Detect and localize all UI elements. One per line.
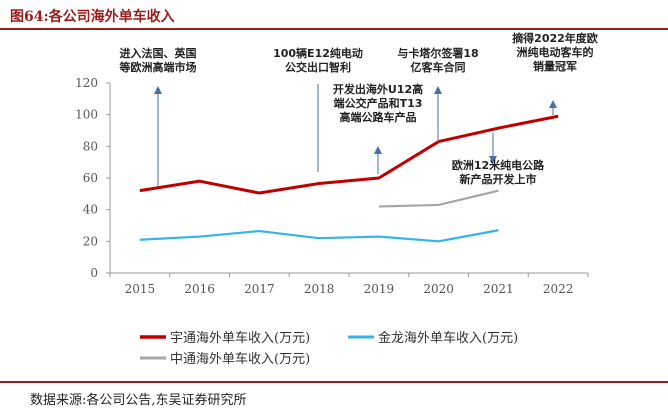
annotation-line: 与卡塔尔签署18 — [397, 46, 478, 60]
annotation-text: 进入法国、英国等欧洲高端市场 — [119, 46, 197, 74]
annotation-line: 端公交产品和T13 — [334, 96, 423, 110]
x-tick-label: 2020 — [423, 282, 454, 296]
annotation-line: 公交出口智利 — [285, 60, 351, 74]
chart-series — [139, 114, 559, 243]
series-line-1 — [139, 229, 499, 243]
x-tick-label: 2016 — [184, 282, 215, 296]
y-tick-label: 80 — [83, 139, 98, 153]
legend-label: 金龙海外单车收入(万元) — [378, 330, 518, 346]
annotation-line: 洲纯电动客车的 — [517, 45, 594, 59]
chart-axes: 0 20 40 60 80 100 120 2015 2016 2017 2018 2019 2020 2… — [75, 76, 589, 296]
annotation-line: 摘得2022年度欧 — [512, 31, 598, 45]
y-tick-label: 40 — [83, 203, 98, 217]
chart-legend: 宇通海外单车收入(万元) 金龙海外单车收入(万元) 中通海外单车收入(万元) — [140, 330, 518, 367]
legend-label: 宇通海外单车收入(万元) — [170, 330, 310, 346]
source-rule — [0, 381, 668, 383]
figure-title: 图64:各公司海外单车收入 — [10, 9, 175, 25]
annotation-line: 进入法国、英国 — [120, 46, 197, 60]
chart-annotations: 进入法国、英国等欧洲高端市场 100辆E12纯电动公交出口智利开发出海外U12高端… — [119, 31, 598, 186]
annotation-text: 欧洲12米纯电公路新产品开发上市 — [452, 158, 545, 186]
y-tick-label: 0 — [90, 266, 98, 280]
annotation-line: 亿客车合同 — [411, 60, 466, 74]
source-note: 数据来源:各公司公告,东吴证券研究所 — [30, 393, 247, 408]
x-tick-label: 2021 — [483, 282, 514, 296]
annotation-text: 摘得2022年度欧洲纯电动客车的销量冠军 — [512, 31, 598, 73]
series-line-0 — [139, 114, 559, 195]
annotation-text: 与卡塔尔签署18 亿客车合同 — [397, 46, 478, 74]
series-line-2 — [378, 189, 499, 208]
x-tick-label: 2017 — [244, 282, 275, 296]
annotation-text: 开发出海外U12高端公交产品和T13 高端公路车产品 — [333, 82, 423, 124]
annotation-line: 新产品开发上市 — [460, 172, 537, 186]
x-tick-label: 2015 — [125, 282, 156, 296]
y-tick-label: 20 — [83, 234, 98, 248]
annotation-line: 销量冠军 — [533, 59, 577, 73]
title-rule — [0, 28, 668, 30]
annotation-line: 高端公路车产品 — [340, 110, 417, 124]
annotation-line: 欧洲12米纯电公路 — [452, 158, 545, 172]
y-tick-label: 100 — [75, 108, 98, 122]
x-tick-label: 2022 — [543, 282, 574, 296]
annotation-text: 100辆E12纯电动公交出口智利 — [273, 46, 363, 74]
x-tick-label: 2019 — [364, 282, 395, 296]
legend-label: 中通海外单车收入(万元) — [170, 351, 310, 367]
annotation-line: 100辆E12纯电动 — [273, 46, 363, 60]
y-tick-label: 60 — [83, 171, 98, 185]
y-tick-label: 120 — [75, 76, 98, 90]
annotation-line: 开发出海外U12高 — [333, 82, 423, 96]
x-tick-label: 2018 — [304, 282, 335, 296]
annotation-line: 等欧洲高端市场 — [119, 60, 197, 74]
